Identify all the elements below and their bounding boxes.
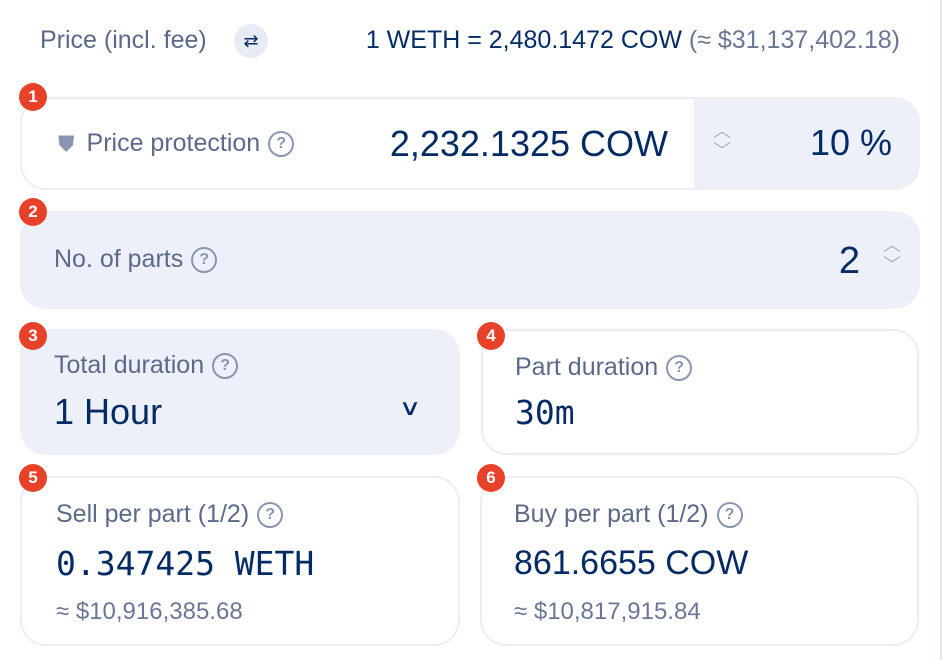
rate-text: 1 WETH = 2,480.1472 COW [365, 26, 682, 54]
help-icon[interactable]: ? [268, 130, 295, 157]
step-badge: 6 [477, 464, 505, 492]
total-duration-label-group: Total duration? [54, 351, 239, 380]
parts-label: No. of parts [54, 245, 184, 273]
parts-field: No. of parts? ︿ ﹀ [20, 211, 920, 309]
sell-per-part-label: Sell per part (1/2) [56, 500, 250, 528]
price-protection-value: 2,232.1325 COW [389, 123, 668, 164]
price-protection-label-group: ⛊ Price protection ? [58, 129, 295, 158]
buy-per-part-label: Buy per part (1/2) [514, 500, 709, 528]
rate-fiat: (≈ $31,137,402.18) [688, 26, 900, 54]
panel-edge [940, 0, 942, 660]
chevron-up-icon[interactable]: ︿ [713, 121, 731, 141]
price-protection-label: Price protection [86, 129, 261, 157]
total-duration-select[interactable]: Total duration? 1 Hour ∨ [20, 329, 460, 455]
step-badge: 4 [477, 322, 505, 350]
buy-per-part-fiat: ≈ $10,817,915.84 [514, 598, 701, 625]
help-icon[interactable]: ? [191, 247, 218, 274]
parts-label-group: No. of parts? [54, 245, 218, 274]
percent-stepper[interactable]: ︿ ﹀ [710, 121, 734, 161]
price-label: Price (incl. fee) [40, 26, 207, 54]
help-icon[interactable]: ? [212, 353, 239, 380]
buy-per-part-label-group: Buy per part (1/2)? [514, 500, 743, 529]
total-duration-label: Total duration [54, 351, 205, 379]
sell-per-part-fiat: ≈ $10,916,385.68 [56, 598, 243, 625]
part-duration-label-group: Part duration? [515, 353, 693, 382]
chevron-down-icon[interactable]: ﹀ [713, 141, 731, 161]
chevron-down-icon[interactable]: ∨ [398, 395, 422, 420]
part-duration-field: Part duration? 30m [481, 329, 919, 455]
shield-icon: ⛊ [58, 130, 75, 156]
chevron-down-icon[interactable]: ﹀ [883, 255, 901, 275]
step-badge: 5 [19, 464, 47, 492]
help-icon[interactable]: ? [257, 502, 284, 529]
parts-input[interactable] [778, 239, 862, 284]
step-badge: 2 [19, 198, 47, 226]
buy-per-part-field: Buy per part (1/2)? 861.6655 COW ≈ $10,8… [480, 476, 919, 646]
step-badge: 3 [19, 322, 47, 350]
part-duration-value: 30m [515, 393, 575, 432]
total-duration-value: 1 Hour [54, 391, 163, 432]
chevron-up-icon[interactable]: ︿ [883, 235, 901, 255]
buy-per-part-value: 861.6655 COW [514, 544, 749, 582]
percent-input[interactable] [750, 121, 894, 165]
price-rate: 1 WETH = 2,480.1472 COW (≈ $31,137,402.1… [366, 26, 900, 55]
step-badge: 1 [19, 83, 47, 111]
price-protection-field: ⛊ Price protection ? 2,232.1325 COW ︿ ﹀ [20, 97, 920, 190]
sell-per-part-field: Sell per part (1/2)? 0.347425 WETH ≈ $10… [20, 476, 460, 646]
swap-arrows-icon[interactable]: ⇄ [234, 24, 268, 58]
help-icon[interactable]: ? [716, 502, 743, 529]
help-icon[interactable]: ? [666, 355, 693, 382]
part-duration-label: Part duration [515, 353, 659, 381]
parts-stepper[interactable]: ︿ ﹀ [880, 235, 904, 275]
sell-per-part-label-group: Sell per part (1/2)? [56, 500, 284, 529]
sell-per-part-value: 0.347425 WETH [56, 544, 315, 583]
